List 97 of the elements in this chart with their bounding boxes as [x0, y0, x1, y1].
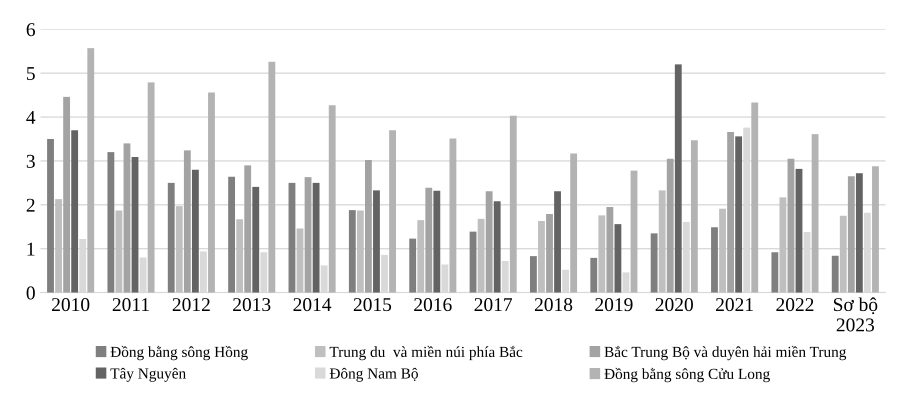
bar: [486, 191, 493, 293]
bar: [450, 138, 456, 293]
bar: [711, 227, 718, 293]
bar: [554, 191, 561, 293]
bar: [208, 92, 215, 293]
bar: [812, 134, 819, 293]
bar: [228, 176, 236, 293]
x-tick-label: 2010: [52, 298, 90, 312]
y-tick-label: 6: [26, 23, 36, 36]
bar: [674, 64, 682, 293]
bar: [268, 62, 276, 293]
x-tick-label: 2012: [172, 298, 210, 312]
bar: [727, 132, 734, 293]
bar: [751, 102, 758, 293]
bar: [71, 130, 78, 293]
bar: [840, 216, 847, 293]
bar: [771, 252, 778, 293]
bar: [236, 219, 244, 293]
x-tick-label: 2018: [534, 298, 572, 312]
bar: [530, 256, 537, 293]
bar: [666, 158, 674, 293]
bar: [848, 176, 855, 293]
x-tick-label: 2021: [716, 298, 753, 312]
legend-label: Đồng bằng sông Hồng: [110, 346, 248, 360]
bar: [590, 258, 598, 293]
bar: [132, 156, 138, 293]
x-tick-label: 2014: [293, 298, 332, 312]
bar: [148, 82, 155, 293]
bar: [107, 152, 114, 293]
bar: [614, 224, 622, 293]
bar: [425, 188, 432, 293]
bar: [365, 160, 372, 293]
bar: [312, 182, 320, 293]
y-tick-label: 2: [26, 198, 35, 212]
bar: [356, 210, 364, 293]
legend-label: Bắc Trung Bộ và duyên hải miền Trung: [604, 346, 846, 360]
bar: [606, 207, 614, 293]
bar: [417, 220, 424, 293]
x-tick-label: 2016: [414, 298, 452, 312]
bar: [788, 158, 794, 293]
bar: [735, 136, 742, 293]
bar: [538, 221, 545, 293]
bar: [570, 153, 578, 293]
bar: [252, 186, 260, 293]
bar: [630, 170, 638, 293]
bar: [176, 206, 183, 293]
bar: [47, 138, 54, 293]
bar: [510, 116, 517, 293]
bar: [872, 166, 879, 293]
bar: [409, 238, 416, 293]
y-tick-label: 4: [26, 110, 36, 124]
x-tick-label: 2013: [233, 298, 270, 312]
y-tick-label: 5: [27, 67, 35, 80]
bar: [63, 96, 70, 293]
bar: [192, 170, 199, 293]
y-tick-label: 3: [26, 154, 35, 168]
bar: [184, 150, 191, 293]
bar: [494, 201, 501, 293]
bar: [779, 197, 786, 293]
legend-label: Trung du và miền núi phía Bắc: [330, 346, 522, 360]
bar: [288, 182, 296, 293]
bar: [296, 228, 304, 293]
x-tick-label: 2019: [595, 298, 633, 312]
y-tick-label: 1: [28, 242, 34, 256]
bar: [55, 199, 62, 293]
x-tick-label: 2022: [776, 298, 814, 312]
bar: [373, 190, 380, 293]
bar: [478, 218, 485, 293]
legend-label: Đông Nam Bộ: [330, 368, 418, 382]
bar: [124, 143, 130, 293]
bar: [116, 210, 122, 293]
bar: [389, 130, 396, 293]
bar: [546, 214, 553, 293]
bar: [87, 48, 94, 293]
bar: [598, 215, 606, 293]
x-tick-label: 2011: [112, 298, 149, 312]
bar: [658, 190, 666, 293]
bar: [796, 168, 802, 293]
x-tick-label: 2020: [656, 298, 693, 312]
bar: [168, 182, 175, 293]
legend-label: Tây Nguyên: [110, 368, 186, 382]
bar: [650, 233, 658, 293]
bar: [244, 165, 252, 293]
bar: [328, 105, 336, 293]
bar: [719, 208, 726, 293]
bar: [856, 173, 863, 293]
bar: [304, 177, 312, 293]
x-tick-label: Sơ bộ 2023: [834, 297, 878, 332]
legend-label: Đồng bằng sông Cửu Long: [604, 368, 770, 382]
x-tick-label: 2017: [474, 298, 512, 312]
x-tick-label: 2015: [354, 298, 392, 312]
y-tick-label: 0: [26, 286, 35, 300]
bar: [348, 210, 356, 293]
bar: [470, 232, 476, 293]
bar: [832, 256, 839, 293]
bar: [690, 140, 698, 293]
bar: [433, 190, 440, 293]
